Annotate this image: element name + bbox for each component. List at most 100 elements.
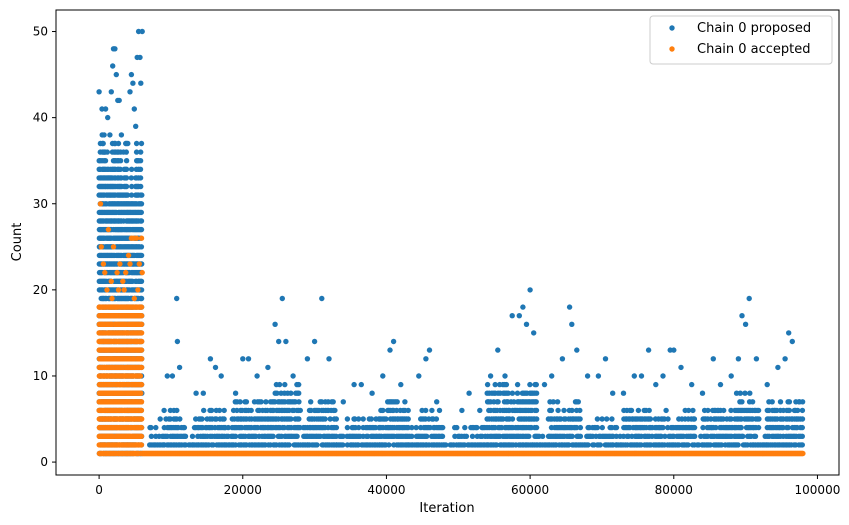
proposed-point bbox=[662, 433, 668, 439]
proposed-point bbox=[393, 407, 400, 414]
proposed-point bbox=[107, 132, 113, 138]
proposed-point bbox=[413, 424, 419, 431]
proposed-point bbox=[786, 407, 793, 414]
proposed-point bbox=[645, 347, 652, 353]
proposed-point bbox=[355, 416, 362, 422]
accepted-point bbox=[117, 261, 123, 267]
proposed-point bbox=[212, 364, 219, 371]
y-tick-label: 10 bbox=[33, 369, 48, 383]
proposed-point bbox=[717, 381, 724, 388]
proposed-point bbox=[516, 313, 522, 319]
proposed-point bbox=[678, 364, 684, 371]
proposed-point bbox=[577, 433, 584, 439]
proposed-point bbox=[505, 390, 511, 396]
proposed-point bbox=[294, 433, 300, 439]
proposed-point bbox=[577, 424, 584, 431]
proposed-point bbox=[575, 399, 581, 405]
proposed-point bbox=[423, 407, 429, 414]
proposed-point bbox=[221, 416, 227, 422]
proposed-point bbox=[274, 390, 280, 396]
proposed-point bbox=[234, 407, 240, 414]
x-tick-label: 20000 bbox=[224, 483, 262, 497]
proposed-point bbox=[148, 424, 154, 431]
proposed-point bbox=[115, 140, 122, 147]
proposed-point bbox=[416, 373, 422, 379]
proposed-point bbox=[492, 381, 498, 388]
proposed-point bbox=[780, 424, 786, 431]
proposed-point bbox=[742, 390, 748, 396]
proposed-point bbox=[635, 407, 642, 414]
proposed-point bbox=[710, 356, 716, 362]
x-axis-label: Iteration bbox=[419, 501, 474, 516]
accepted-point bbox=[123, 269, 129, 276]
accepted-point bbox=[139, 338, 145, 345]
proposed-point bbox=[707, 442, 714, 448]
proposed-point bbox=[128, 166, 135, 172]
proposed-point bbox=[100, 140, 106, 147]
proposed-point bbox=[440, 424, 446, 431]
accepted-point bbox=[138, 433, 145, 439]
proposed-point bbox=[174, 407, 180, 414]
proposed-point bbox=[157, 416, 163, 422]
proposed-point bbox=[628, 407, 635, 414]
accepted-point bbox=[138, 381, 145, 388]
proposed-point bbox=[469, 433, 476, 439]
proposed-point bbox=[332, 407, 338, 414]
proposed-point bbox=[319, 399, 325, 405]
proposed-point bbox=[577, 416, 583, 422]
proposed-point bbox=[739, 399, 745, 405]
proposed-point bbox=[631, 373, 637, 379]
legend-marker-proposed bbox=[669, 25, 675, 31]
proposed-point bbox=[653, 381, 659, 388]
proposed-point bbox=[138, 80, 144, 86]
proposed-point bbox=[749, 399, 756, 405]
proposed-point bbox=[735, 356, 742, 362]
proposed-point bbox=[118, 132, 125, 138]
proposed-point bbox=[777, 399, 784, 405]
accepted-point bbox=[115, 287, 122, 293]
proposed-point bbox=[201, 407, 207, 414]
proposed-point bbox=[550, 399, 556, 405]
accepted-point bbox=[131, 295, 137, 302]
proposed-point bbox=[509, 313, 515, 319]
accepted-point bbox=[97, 201, 104, 207]
proposed-point bbox=[131, 106, 137, 112]
proposed-point bbox=[344, 416, 351, 422]
proposed-point bbox=[746, 295, 752, 302]
proposed-point bbox=[585, 442, 591, 448]
proposed-point bbox=[534, 416, 540, 422]
proposed-point bbox=[369, 390, 375, 396]
proposed-point bbox=[225, 424, 231, 431]
proposed-point bbox=[213, 416, 219, 422]
proposed-point bbox=[429, 407, 435, 414]
accepted-point bbox=[127, 261, 133, 267]
proposed-point bbox=[308, 399, 314, 405]
proposed-point bbox=[137, 175, 144, 181]
proposed-point bbox=[602, 356, 609, 362]
proposed-point bbox=[296, 416, 302, 422]
proposed-point bbox=[663, 407, 669, 414]
proposed-point bbox=[514, 381, 521, 388]
proposed-point bbox=[104, 149, 111, 155]
proposed-point bbox=[764, 381, 770, 388]
accepted-point bbox=[138, 347, 145, 353]
proposed-point bbox=[733, 390, 740, 396]
proposed-point bbox=[487, 373, 494, 379]
proposed-point bbox=[466, 390, 472, 396]
axes-frame bbox=[55, 9, 840, 476]
proposed-point bbox=[569, 433, 575, 439]
proposed-point bbox=[735, 442, 741, 448]
proposed-point bbox=[799, 442, 805, 448]
proposed-point bbox=[333, 424, 340, 431]
proposed-point bbox=[380, 373, 386, 379]
proposed-point bbox=[424, 433, 430, 439]
accepted-point bbox=[120, 278, 126, 284]
proposed-point bbox=[665, 416, 671, 422]
proposed-point bbox=[189, 433, 196, 439]
proposed-point bbox=[503, 381, 510, 388]
proposed-point bbox=[123, 158, 130, 164]
proposed-point bbox=[452, 424, 458, 431]
proposed-point bbox=[613, 433, 620, 439]
proposed-point bbox=[138, 183, 144, 190]
